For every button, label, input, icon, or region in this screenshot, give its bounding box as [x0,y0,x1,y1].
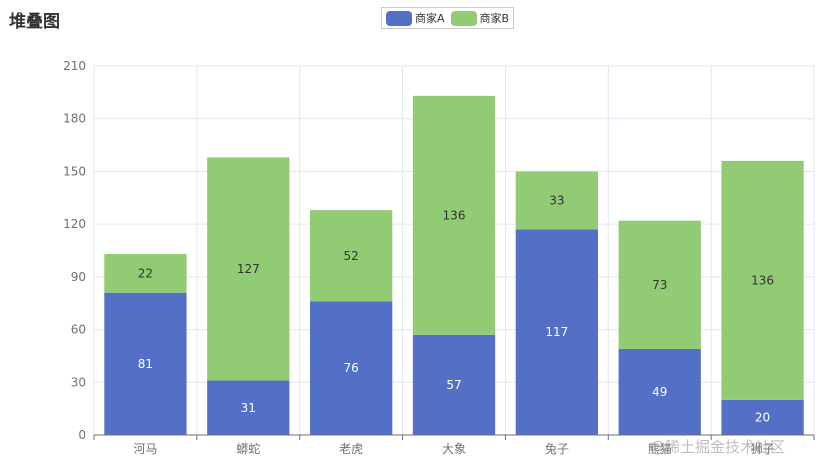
data-label: 22 [138,266,153,280]
data-label: 57 [446,378,461,392]
x-tick-label: 河马 [133,442,157,456]
y-tick-label: 90 [71,270,86,284]
bar-segment-b[interactable] [104,254,187,293]
data-label: 117 [545,325,568,339]
data-label: 20 [755,410,770,424]
bar-segment-b[interactable] [310,210,393,302]
data-label: 81 [138,357,153,371]
y-tick-label: 150 [63,164,86,178]
y-tick-label: 210 [63,59,86,73]
data-label: 49 [652,385,667,399]
data-label: 73 [652,278,667,292]
bar-segment-b[interactable] [515,171,598,230]
x-tick-label: 大象 [442,442,466,456]
x-tick-label: 蟒蛇 [236,441,260,456]
legend: 商家A 商家B [381,7,515,29]
bar-segment-a[interactable] [412,334,496,435]
bar-segment-a[interactable] [310,301,393,435]
legend-item-series-b[interactable]: 商家B [450,10,510,26]
chart-title: 堆叠图 [9,12,60,32]
x-tick-label: 兔子 [545,441,569,456]
data-label: 31 [241,401,256,415]
data-label: 136 [443,208,466,222]
bar-segment-a[interactable] [207,380,290,435]
bar-segment-a[interactable] [721,399,804,435]
y-tick-label: 0 [78,428,86,442]
bar-segment-a[interactable] [618,348,701,435]
data-label: 52 [344,249,359,263]
bar-segment-b[interactable] [412,95,496,335]
legend-item-series-a[interactable]: 商家A [386,10,445,26]
bar-segment-b[interactable] [721,160,804,400]
x-tick-label: 熊猫 [648,441,672,456]
bar-segment-a[interactable] [515,229,598,435]
data-label: 127 [237,262,260,276]
y-tick-label: 60 [71,323,86,337]
legend-swatch-series-a [386,10,412,26]
data-label: 33 [549,193,564,207]
y-tick-label: 180 [63,112,86,126]
x-tick-label: 狮子 [751,442,775,456]
watermark: @稀土掘金技术社区 [650,438,786,456]
legend-label-series-b: 商家B [479,12,510,25]
legend-swatch-series-b [450,10,477,26]
y-tick-label: 30 [71,375,86,389]
bar-segment-b[interactable] [207,157,290,381]
data-label: 76 [344,361,359,375]
bar-segment-b[interactable] [618,220,701,349]
x-tick-label: 老虎 [339,442,363,456]
data-label: 136 [751,273,774,287]
y-tick-label: 120 [63,217,86,231]
bar-segment-a[interactable] [104,292,187,435]
legend-label-series-a: 商家A [415,12,445,25]
